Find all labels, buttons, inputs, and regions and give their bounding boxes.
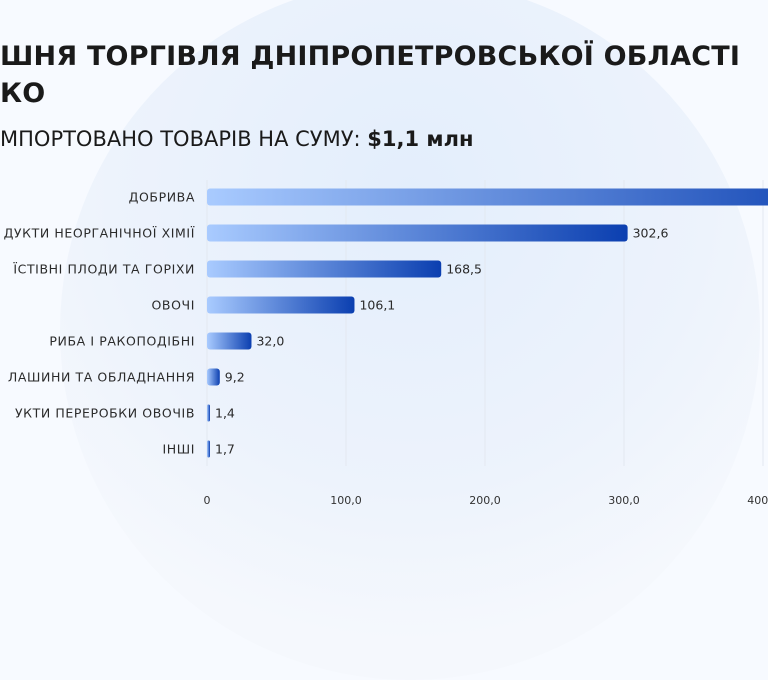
bar-chart: 0 100,0 200,0 300,0 400,0 ДОБРИВА ДУКТИ НЕОРГА…	[4, 180, 768, 507]
subtitle-amount: $1,1 млн	[367, 127, 474, 151]
value-label: 1,4	[215, 406, 235, 421]
value-label: 32,0	[256, 334, 284, 349]
value-label: 168,5	[446, 262, 482, 277]
value-label: 106,1	[359, 298, 395, 313]
category-label: ДОБРИВА	[129, 190, 195, 205]
background-circle	[60, 0, 760, 680]
bar	[207, 440, 210, 458]
category-label: ДУКТИ НЕОРГАНІЧНОЇ ХІМІЇ	[4, 226, 195, 241]
x-tick-label: 400,0	[747, 494, 768, 507]
x-tick-label: 100,0	[330, 494, 362, 507]
title-line-2: КО	[0, 78, 46, 109]
subtitle-text: МПОРТОВАНО ТОВАРІВ НА СУМУ:	[0, 127, 361, 151]
x-tick-label: 0	[204, 494, 211, 507]
category-label: ЇСТІВНІ ПЛОДИ ТА ГОРІХИ	[13, 262, 195, 277]
bar	[207, 260, 442, 278]
category-label: РИБА І РАКОПОДІБНІ	[49, 334, 195, 349]
page-title: ШНЯ ТОРГІВЛЯ ДНІПРОПЕТРОВСЬКОЇ ОБЛАСТІ К…	[0, 38, 740, 112]
value-label: 1,7	[215, 442, 235, 457]
category-label: ОВОЧІ	[151, 298, 195, 313]
category-label: ІНШІ	[162, 442, 195, 457]
bar	[207, 404, 210, 422]
subtitle: МПОРТОВАНО ТОВАРІВ НА СУМУ: $1,1 млн	[0, 127, 473, 151]
bar	[207, 188, 768, 206]
bar	[207, 368, 220, 386]
bar	[207, 332, 252, 350]
value-label: 302,6	[633, 226, 669, 241]
x-tick-label: 200,0	[469, 494, 501, 507]
category-label: УКТИ ПЕРЕРОБКИ ОВОЧІВ	[15, 406, 195, 421]
category-label: ЛАШИНИ ТА ОБЛАДНАННЯ	[8, 370, 195, 385]
x-tick-label: 300,0	[608, 494, 640, 507]
bar	[207, 224, 628, 242]
title-line-1: ШНЯ ТОРГІВЛЯ ДНІПРОПЕТРОВСЬКОЇ ОБЛАСТІ	[0, 41, 741, 72]
bar	[207, 296, 355, 314]
value-label: 9,2	[225, 370, 245, 385]
